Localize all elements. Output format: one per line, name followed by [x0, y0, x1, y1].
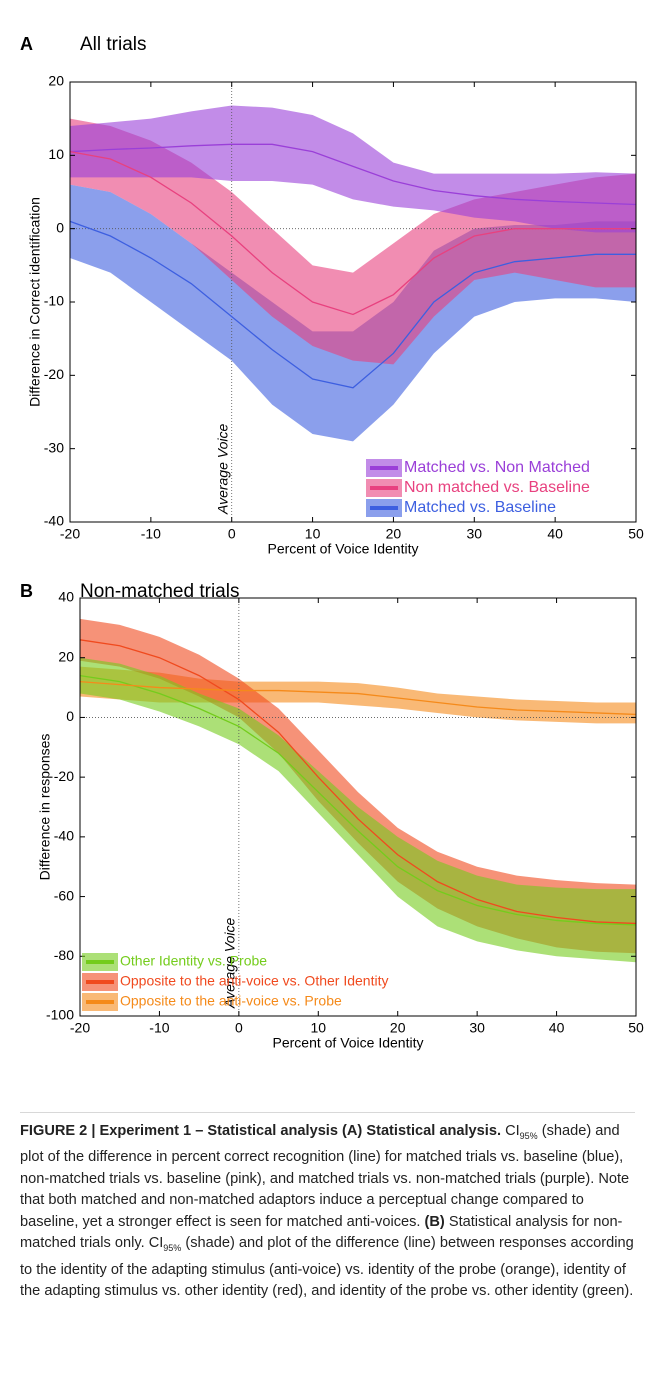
- y-tick-label: -100: [46, 1007, 74, 1023]
- x-tick-label: 40: [547, 526, 563, 542]
- ci-band: [70, 118, 636, 365]
- panel-label: A: [20, 34, 33, 54]
- x-tick-label: -10: [149, 1020, 169, 1036]
- y-tick-label: -80: [54, 947, 74, 963]
- caption-text: (shade) and plot of the difference (line…: [20, 1235, 634, 1300]
- y-tick-label: -10: [44, 293, 64, 309]
- x-axis-label: Percent of Voice Identity: [268, 541, 419, 557]
- chart-title: Non-matched trials: [80, 581, 239, 602]
- figure: A All trials-20 -10 0 10 20 30 40 50-40-30-20-10…: [20, 34, 644, 1051]
- y-axis-label: Difference in Correct identification: [27, 197, 43, 407]
- axes-frame: [79, 597, 637, 1017]
- series-line: [79, 680, 637, 716]
- x-tick-label: 0: [235, 1020, 243, 1036]
- series-line: [69, 220, 636, 389]
- y-tick-label: -30: [44, 439, 64, 455]
- x-tick-label: 10: [305, 526, 321, 542]
- x-tick-label: 30: [466, 526, 482, 542]
- y-tick-label: -60: [54, 887, 74, 903]
- caption-subscript: 95%: [519, 1130, 538, 1141]
- x-tick-label: -20: [70, 1020, 90, 1036]
- legend-label: Non matched vs. Baseline: [404, 479, 590, 496]
- caption: FIGURE 2 | Experiment 1 – Statistical an…: [20, 1112, 635, 1303]
- x-tick-label: 50: [628, 1020, 644, 1036]
- x-tick-label: -10: [141, 526, 161, 542]
- x-axis-label: Percent of Voice Identity: [273, 1035, 424, 1051]
- x-tick-label: 20: [390, 1020, 406, 1036]
- x-tick-label: 40: [549, 1020, 565, 1036]
- y-tick-label: 40: [58, 589, 74, 605]
- annotation: Average Voice: [214, 424, 230, 515]
- annotation: Average Voice: [222, 918, 238, 1009]
- caption-bold: (B): [424, 1213, 445, 1230]
- x-tick-label: -20: [60, 526, 80, 542]
- y-tick-label: 0: [66, 708, 74, 724]
- caption-text: Statistical analysis for non-matched tri…: [20, 1213, 623, 1252]
- legend-label: Opposite to the anti-voice vs. Probe: [120, 993, 342, 1009]
- legend-label: Matched vs. Non Matched: [404, 459, 590, 476]
- chart-title: All trials: [80, 34, 147, 55]
- series-line: [79, 674, 637, 926]
- y-tick-label: 20: [48, 73, 64, 89]
- legend-label: Matched vs. Baseline: [404, 499, 556, 516]
- series-line: [69, 143, 637, 206]
- x-tick-label: 0: [228, 526, 236, 542]
- series-line: [79, 639, 637, 925]
- y-tick-label: 10: [48, 146, 64, 162]
- y-tick-label: -20: [54, 768, 74, 784]
- x-tick-label: 10: [310, 1020, 326, 1036]
- legend-label: Opposite to the anti-voice vs. Other Ide…: [120, 973, 388, 989]
- x-tick-label: 50: [628, 526, 644, 542]
- panel-label: B: [20, 581, 33, 601]
- y-tick-label: 0: [56, 219, 64, 235]
- y-axis-label: Difference in responses: [37, 734, 53, 881]
- y-tick-label: 20: [58, 648, 74, 664]
- y-tick-label: -40: [54, 828, 74, 844]
- caption-text: CI: [501, 1123, 520, 1139]
- ci-band: [70, 105, 636, 233]
- caption-text: (shade) and plot of the difference in pe…: [20, 1123, 630, 1230]
- y-tick-label: -20: [44, 366, 64, 382]
- caption-bold: FIGURE 2 | Experiment 1 – Statistical an…: [20, 1123, 502, 1139]
- x-tick-label: 30: [469, 1020, 485, 1036]
- series-line: [69, 151, 636, 316]
- y-tick-label: -40: [44, 513, 64, 529]
- x-tick-label: 20: [386, 526, 402, 542]
- legend-label: Other Identity vs. Probe: [120, 953, 267, 969]
- caption-subscript: 95%: [163, 1243, 182, 1254]
- ci-band: [80, 657, 636, 963]
